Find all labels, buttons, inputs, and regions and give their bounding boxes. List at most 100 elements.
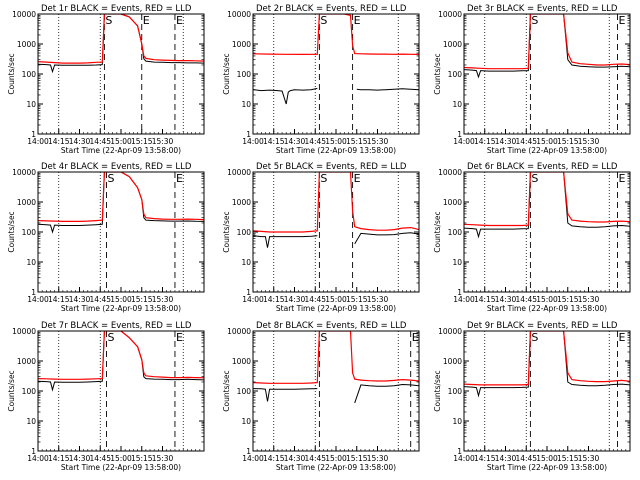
x-tick-label: 14:45: [515, 454, 537, 463]
event-marker-label: E: [619, 14, 626, 27]
y-axis-title: Counts/sec: [433, 211, 442, 252]
x-tick-label: 15:15: [557, 137, 579, 146]
event-marker-label: S: [531, 331, 538, 344]
event-marker-label: S: [105, 14, 112, 27]
lld-series-line: [464, 172, 630, 227]
panel-title: Det 9r BLACK = Events, RED = LLD: [467, 321, 618, 331]
lld-series-line: [38, 14, 204, 64]
x-tick-label: 14:15: [263, 137, 285, 146]
y-tick-label: 10000: [438, 168, 462, 177]
y-tick-label: 10: [241, 100, 251, 109]
x-tick-label: 14:45: [515, 295, 537, 304]
y-tick-label: 1: [457, 130, 462, 139]
x-tick-label: 14:15: [474, 454, 496, 463]
x-tick-label: 14:30: [495, 295, 517, 304]
series-group: [38, 14, 204, 74]
event-marker-label: E: [619, 331, 626, 344]
x-tick-label: 14:15: [474, 137, 496, 146]
y-tick-label: 1000: [232, 357, 251, 366]
x-tick-label: 15:30: [152, 295, 174, 304]
event-marker-label: S: [531, 14, 538, 27]
events-series-line: [253, 383, 419, 404]
x-axis-title: Start Time (22-Apr-09 13:58:00): [276, 463, 396, 472]
x-axis-title: Start Time (22-Apr-09 13:58:00): [487, 304, 607, 313]
x-tick-label: 14:00: [453, 454, 475, 463]
x-tick-label: 15:15: [346, 137, 368, 146]
y-tick-label: 1000: [443, 40, 462, 49]
panel-title: Det 2r BLACK = Events, RED = LLD: [256, 4, 407, 14]
x-tick-label: 14:00: [27, 295, 49, 304]
y-tick-label: 1000: [443, 357, 462, 366]
y-tick-label: 1: [31, 288, 36, 297]
x-tick-label: 14:15: [48, 454, 70, 463]
series-group: [38, 172, 204, 234]
x-tick-label: 15:00: [325, 454, 347, 463]
x-axis-title: Start Time (22-Apr-09 13:58:00): [276, 146, 396, 155]
x-tick-label: 15:30: [152, 454, 174, 463]
panel-title: Det 8r BLACK = Events, RED = LLD: [256, 321, 407, 331]
panel-title: Det 3r BLACK = Events, RED = LLD: [467, 4, 618, 14]
y-axis-title: Counts/sec: [222, 211, 231, 252]
y-tick-label: 10: [241, 417, 251, 426]
event-marker-label: E: [412, 331, 419, 344]
y-tick-label: 10000: [12, 327, 36, 336]
x-tick-label: 15:15: [346, 454, 368, 463]
x-tick-label: 15:15: [557, 454, 579, 463]
x-tick-label: 14:15: [474, 295, 496, 304]
y-tick-label: 10000: [227, 168, 251, 177]
y-tick-label: 1000: [17, 40, 36, 49]
y-tick-label: 100: [448, 70, 463, 79]
event-marker-label: E: [176, 331, 183, 344]
events-series-line: [253, 232, 419, 248]
panel-title: Det 6r BLACK = Events, RED = LLD: [467, 162, 618, 172]
event-marker-label: E: [619, 172, 626, 185]
x-tick-label: 15:30: [578, 295, 600, 304]
y-tick-label: 100: [22, 228, 37, 237]
events-series-line: [253, 87, 419, 105]
x-tick-label: 14:00: [242, 295, 264, 304]
y-axis-title: Counts/sec: [433, 53, 442, 94]
events-series-line: [38, 172, 204, 234]
x-tick-label: 15:00: [325, 137, 347, 146]
x-tick-label: 14:00: [242, 137, 264, 146]
x-tick-label: 15:00: [110, 137, 132, 146]
y-tick-label: 10000: [12, 168, 36, 177]
x-axis-title: Start Time (22-Apr-09 13:58:00): [61, 463, 181, 472]
event-marker-label: S: [320, 172, 327, 185]
x-tick-label: 15:15: [346, 295, 368, 304]
event-marker-label: E: [354, 172, 361, 185]
x-axis-title: Start Time (22-Apr-09 13:58:00): [487, 146, 607, 155]
x-tick-label: 15:00: [325, 295, 347, 304]
x-tick-label: 14:45: [304, 454, 326, 463]
y-tick-label: 10: [452, 100, 462, 109]
x-tick-label: 14:45: [515, 137, 537, 146]
y-tick-label: 1: [31, 447, 36, 456]
x-tick-label: 14:15: [263, 454, 285, 463]
series-group: [253, 331, 419, 404]
event-marker-label: S: [107, 172, 114, 185]
y-tick-label: 1: [246, 130, 251, 139]
series-group: [464, 172, 630, 239]
x-tick-label: 14:15: [48, 137, 70, 146]
event-marker-label: E: [354, 14, 361, 27]
event-marker-label: E: [143, 14, 150, 27]
y-tick-label: 1000: [17, 198, 36, 207]
events-series-line: [464, 14, 630, 79]
y-tick-label: 100: [22, 70, 37, 79]
lld-series-line: [253, 331, 419, 384]
x-tick-label: 14:45: [89, 295, 111, 304]
x-tick-label: 14:00: [453, 295, 475, 304]
events-series-line: [464, 172, 630, 239]
y-axis-title: Counts/sec: [7, 53, 16, 94]
y-tick-label: 10: [241, 258, 251, 267]
x-axis-title: Start Time (22-Apr-09 13:58:00): [487, 463, 607, 472]
y-tick-label: 100: [22, 387, 37, 396]
y-tick-label: 100: [448, 387, 463, 396]
event-marker-label: E: [176, 172, 183, 185]
x-tick-label: 14:00: [27, 454, 49, 463]
x-tick-label: 14:00: [242, 454, 264, 463]
y-tick-label: 1: [31, 130, 36, 139]
